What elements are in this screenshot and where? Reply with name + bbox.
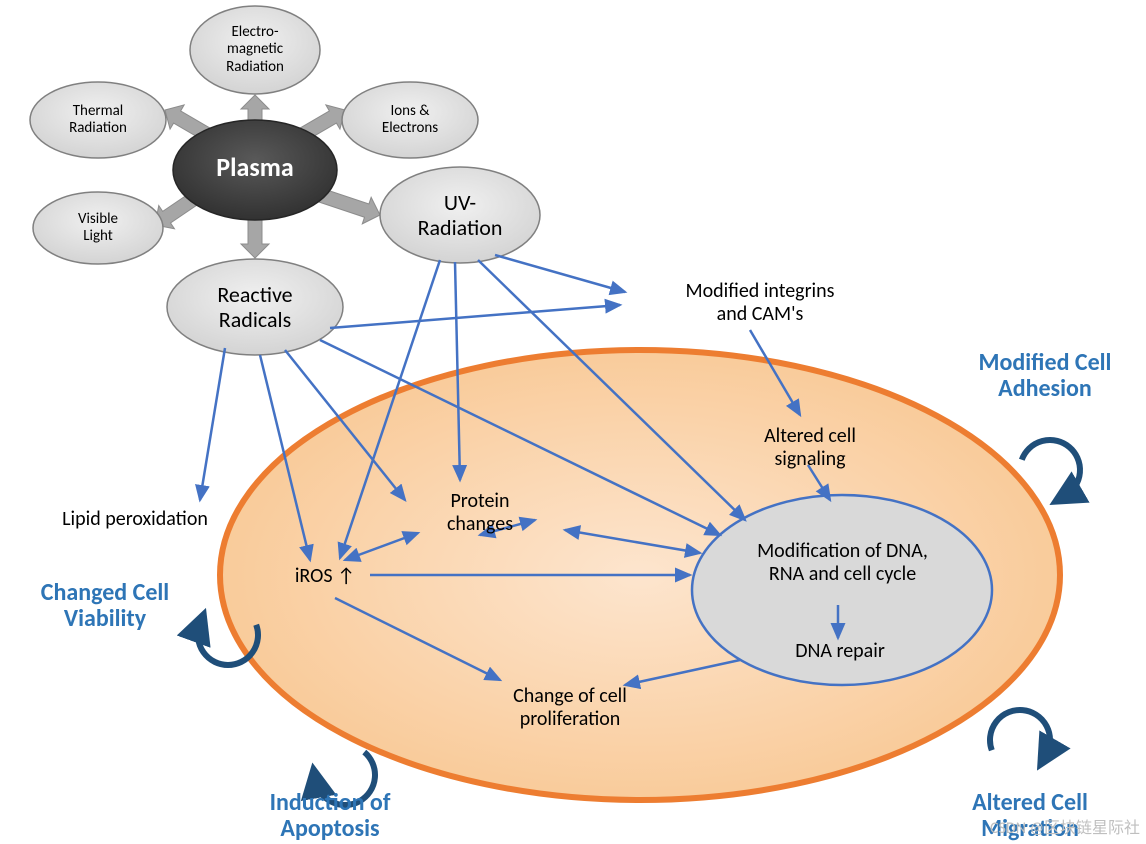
uv-to-integrins <box>495 255 625 292</box>
integrins-text: Modified integrinsand CAM's <box>640 280 880 326</box>
nucleus1-text: Modification of DNA,RNA and cell cycle <box>705 540 980 586</box>
reactive-node <box>167 259 343 355</box>
watermark-text: CSDN @区块链星际社 <box>900 820 1140 838</box>
outcome-viability: Changed CellViability <box>0 580 220 633</box>
outcome-apoptosis: Induction ofApoptosis <box>215 790 445 843</box>
outcome-adhesion: Modified CellAdhesion <box>935 350 1146 403</box>
signaling-text: Altered cellsignaling <box>710 425 910 471</box>
lipid-text: Lipid peroxidation <box>20 508 250 531</box>
protein-text: Proteinchanges <box>400 490 560 536</box>
iros-text: iROS ↑ <box>275 565 375 588</box>
proliferation-text: Change of cellproliferation <box>470 685 670 731</box>
plasma-node <box>173 120 337 220</box>
ions-node <box>342 82 478 158</box>
migration-arc <box>990 710 1050 755</box>
electro-node <box>190 6 320 94</box>
thermal-node <box>30 82 166 158</box>
uv-node <box>380 167 540 263</box>
reactive-to-lipid <box>200 348 225 500</box>
nucleus2-text: DNA repair <box>760 640 920 663</box>
reactive-to-integrins <box>330 305 620 328</box>
visible-node <box>33 192 163 264</box>
